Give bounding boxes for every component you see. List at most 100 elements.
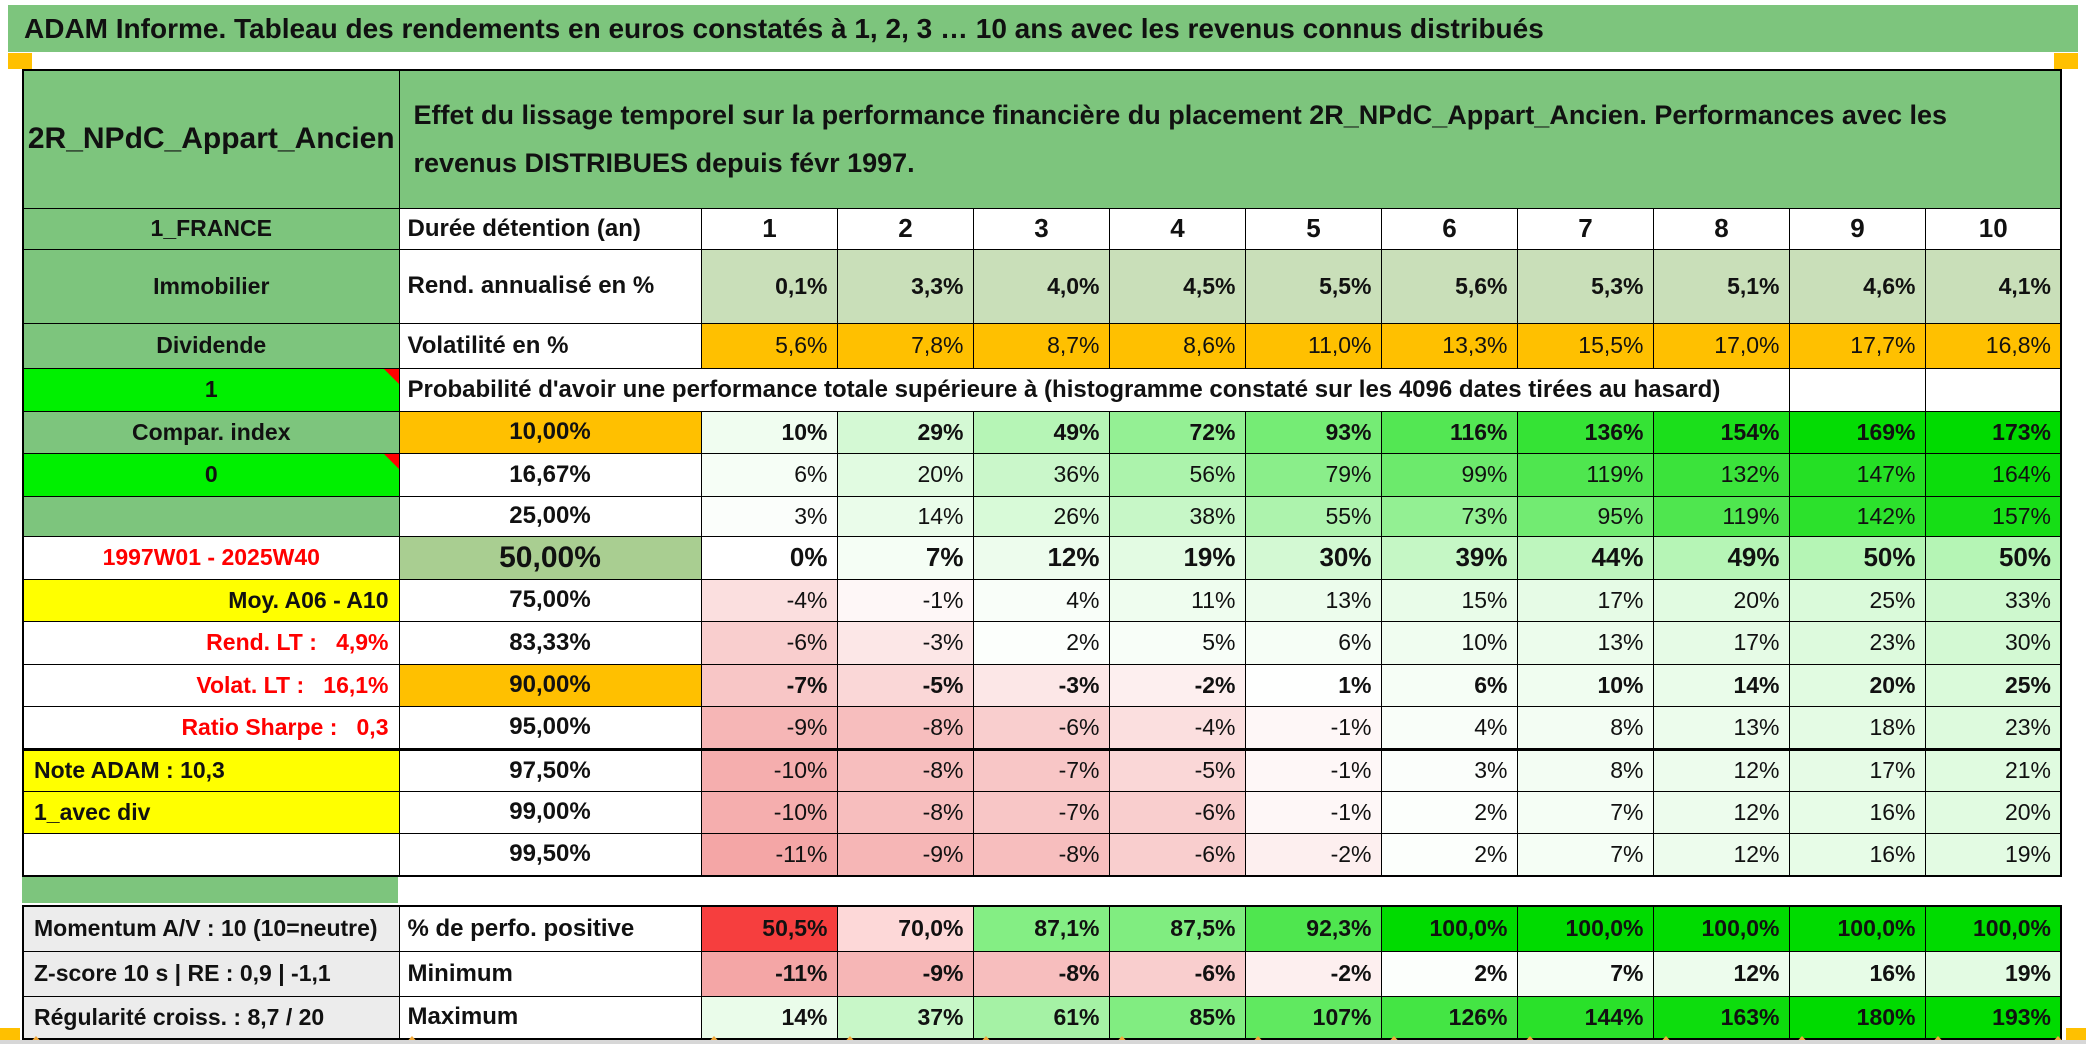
maximum-left-label[interactable]: Régularité croiss. : 8,7 / 20	[22, 995, 400, 1040]
asset-name-cell[interactable]: 2R_NPdC_Appart_Ancien	[22, 69, 400, 209]
pct-16-67-value-col9[interactable]: 147%	[1788, 452, 1926, 497]
volatilite-value-col10[interactable]: 16,8%	[1924, 322, 2062, 369]
perfo-positive-value-col9[interactable]: 100,0%	[1788, 905, 1926, 952]
rend-annualise-left-label[interactable]: Immobilier	[22, 248, 400, 324]
pct-97-50-value-col3[interactable]: -7%	[972, 747, 1110, 792]
minimum-value-col3[interactable]: -8%	[972, 950, 1110, 997]
pct-50-value-col6[interactable]: 39%	[1380, 535, 1518, 580]
pct-95-label[interactable]: 95,00%	[398, 705, 702, 750]
pct-16-67-value-col1[interactable]: 6%	[700, 452, 838, 497]
pct-10-value-col10[interactable]: 173%	[1924, 410, 2062, 454]
pct-95-value-col7[interactable]: 8%	[1516, 705, 1654, 750]
pct-50-value-col8[interactable]: 49%	[1652, 535, 1790, 580]
pct-99-50-left-label[interactable]	[22, 832, 400, 877]
pct-75-value-col1[interactable]: -4%	[700, 578, 838, 622]
pct-75-value-col3[interactable]: 4%	[972, 578, 1110, 622]
pct-99-50-value-col5[interactable]: -2%	[1244, 832, 1382, 877]
pct-50-value-col10[interactable]: 50%	[1924, 535, 2062, 580]
pct-99-value-col2[interactable]: -8%	[836, 790, 974, 834]
rend-annualise-value-col6[interactable]: 5,6%	[1380, 248, 1518, 324]
pct-97-50-value-col7[interactable]: 8%	[1516, 747, 1654, 792]
minimum-value-col7[interactable]: 7%	[1516, 950, 1654, 997]
pct-97-50-value-col2[interactable]: -8%	[836, 747, 974, 792]
pct-95-value-col3[interactable]: -6%	[972, 705, 1110, 750]
pct-16-67-value-col10[interactable]: 164%	[1924, 452, 2062, 497]
pct-97-50-value-col10[interactable]: 21%	[1924, 747, 2062, 792]
pct-25-value-col3[interactable]: 26%	[972, 495, 1110, 537]
pct-99-50-label[interactable]: 99,50%	[398, 832, 702, 877]
volatilite-value-col6[interactable]: 13,3%	[1380, 322, 1518, 369]
sheet-title-banner[interactable]: ADAM Informe. Tableau des rendements en …	[8, 5, 2078, 52]
duration-header-left-label[interactable]: 1_FRANCE	[22, 207, 400, 250]
duration-header-value-col2[interactable]: 2	[836, 207, 974, 250]
perfo-positive-value-col3[interactable]: 87,1%	[972, 905, 1110, 952]
pct-75-value-col8[interactable]: 20%	[1652, 578, 1790, 622]
pct-50-value-col2[interactable]: 7%	[836, 535, 974, 580]
pct-97-50-value-col6[interactable]: 3%	[1380, 747, 1518, 792]
probabilite-header-left-label[interactable]: 1	[22, 367, 400, 412]
pct-25-value-col9[interactable]: 142%	[1788, 495, 1926, 537]
rend-annualise-value-col7[interactable]: 5,3%	[1516, 248, 1654, 324]
perfo-positive-label[interactable]: % de perfo. positive	[398, 905, 702, 952]
volatilite-value-col5[interactable]: 11,0%	[1244, 322, 1382, 369]
duration-header-value-col8[interactable]: 8	[1652, 207, 1790, 250]
pct-25-label[interactable]: 25,00%	[398, 495, 702, 537]
rend-annualise-value-col1[interactable]: 0,1%	[700, 248, 838, 324]
pct-83-33-value-col8[interactable]: 17%	[1652, 620, 1790, 665]
minimum-value-col4[interactable]: -6%	[1108, 950, 1246, 997]
pct-90-value-col6[interactable]: 6%	[1380, 663, 1518, 707]
pct-83-33-value-col3[interactable]: 2%	[972, 620, 1110, 665]
minimum-left-label[interactable]: Z-score 10 s | RE : 0,9 | -1,1	[22, 950, 400, 997]
pct-16-67-left-label[interactable]: 0	[22, 452, 400, 497]
probabilite-header-label[interactable]: Probabilité d'avoir une performance tota…	[398, 367, 1790, 412]
maximum-value-col4[interactable]: 85%	[1108, 995, 1246, 1040]
pct-99-value-col3[interactable]: -7%	[972, 790, 1110, 834]
rend-annualise-value-col10[interactable]: 4,1%	[1924, 248, 2062, 324]
pct-83-33-value-col10[interactable]: 30%	[1924, 620, 2062, 665]
maximum-value-col1[interactable]: 14%	[700, 995, 838, 1040]
sheet-description-cell[interactable]: Effet du lissage temporel sur la perform…	[398, 69, 2062, 209]
pct-83-33-value-col4[interactable]: 5%	[1108, 620, 1246, 665]
pct-50-label[interactable]: 50,00%	[398, 535, 702, 580]
pct-50-value-col5[interactable]: 30%	[1244, 535, 1382, 580]
pct-83-33-value-col5[interactable]: 6%	[1244, 620, 1382, 665]
pct-99-50-value-col7[interactable]: 7%	[1516, 832, 1654, 877]
maximum-value-col5[interactable]: 107%	[1244, 995, 1382, 1040]
volatilite-value-col4[interactable]: 8,6%	[1108, 322, 1246, 369]
pct-99-value-col10[interactable]: 20%	[1924, 790, 2062, 834]
pct-83-33-value-col1[interactable]: -6%	[700, 620, 838, 665]
rend-annualise-value-col4[interactable]: 4,5%	[1108, 248, 1246, 324]
pct-90-left-label[interactable]: Volat. LT : 16,1%	[22, 663, 400, 707]
pct-99-value-col4[interactable]: -6%	[1108, 790, 1246, 834]
pct-10-value-col9[interactable]: 169%	[1788, 410, 1926, 454]
pct-99-50-value-col10[interactable]: 19%	[1924, 832, 2062, 877]
pct-95-value-col1[interactable]: -9%	[700, 705, 838, 750]
pct-16-67-label[interactable]: 16,67%	[398, 452, 702, 497]
probabilite-header-empty-cell[interactable]	[1788, 367, 1926, 412]
pct-10-left-label[interactable]: Compar. index	[22, 410, 400, 454]
pct-25-value-col8[interactable]: 119%	[1652, 495, 1790, 537]
pct-95-value-col6[interactable]: 4%	[1380, 705, 1518, 750]
pct-95-value-col10[interactable]: 23%	[1924, 705, 2062, 750]
volatilite-value-col7[interactable]: 15,5%	[1516, 322, 1654, 369]
pct-16-67-value-col8[interactable]: 132%	[1652, 452, 1790, 497]
volatilite-left-label[interactable]: Dividende	[22, 322, 400, 369]
minimum-label[interactable]: Minimum	[398, 950, 702, 997]
pct-99-value-col8[interactable]: 12%	[1652, 790, 1790, 834]
perfo-positive-value-col5[interactable]: 92,3%	[1244, 905, 1382, 952]
pct-75-value-col4[interactable]: 11%	[1108, 578, 1246, 622]
pct-90-value-col5[interactable]: 1%	[1244, 663, 1382, 707]
pct-10-value-col8[interactable]: 154%	[1652, 410, 1790, 454]
pct-95-value-col2[interactable]: -8%	[836, 705, 974, 750]
pct-83-33-value-col9[interactable]: 23%	[1788, 620, 1926, 665]
rend-annualise-label[interactable]: Rend. annualisé en %	[398, 248, 702, 324]
pct-83-33-value-col2[interactable]: -3%	[836, 620, 974, 665]
pct-16-67-value-col6[interactable]: 99%	[1380, 452, 1518, 497]
maximum-value-col8[interactable]: 163%	[1652, 995, 1790, 1040]
pct-75-value-col2[interactable]: -1%	[836, 578, 974, 622]
volatilite-value-col2[interactable]: 7,8%	[836, 322, 974, 369]
pct-10-label[interactable]: 10,00%	[398, 410, 702, 454]
pct-90-value-col7[interactable]: 10%	[1516, 663, 1654, 707]
pct-10-value-col1[interactable]: 10%	[700, 410, 838, 454]
pct-99-50-value-col8[interactable]: 12%	[1652, 832, 1790, 877]
